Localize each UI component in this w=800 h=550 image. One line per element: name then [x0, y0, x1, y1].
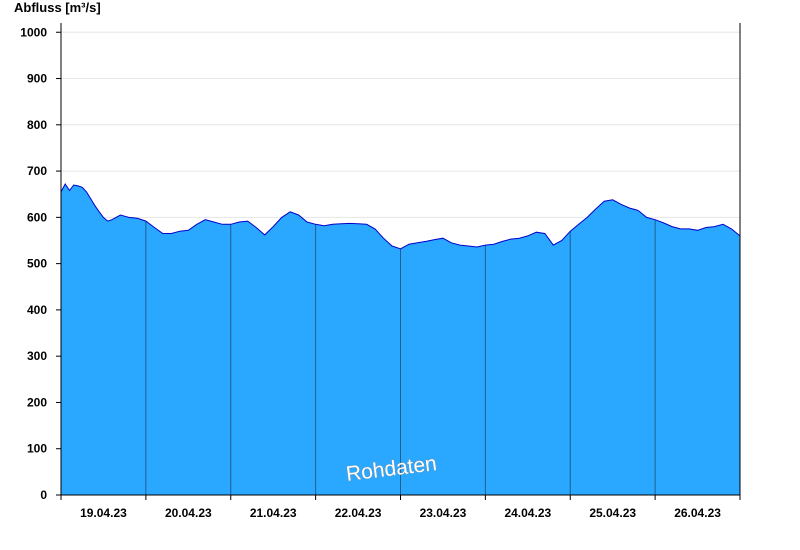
y-tick-label: 100 — [27, 442, 47, 456]
x-tick-label: 20.04.23 — [165, 506, 212, 520]
y-tick-label: 1000 — [20, 25, 47, 39]
y-tick-label: 600 — [27, 210, 47, 224]
x-tick-label: 22.04.23 — [335, 506, 382, 520]
x-tick-label: 24.04.23 — [504, 506, 551, 520]
x-tick-label: 21.04.23 — [250, 506, 297, 520]
x-tick-label: 23.04.23 — [420, 506, 467, 520]
y-tick-label: 400 — [27, 303, 47, 317]
y-tick-label: 700 — [27, 164, 47, 178]
y-tick-label: 300 — [27, 349, 47, 363]
y-tick-label: 500 — [27, 257, 47, 271]
x-tick-label: 25.04.23 — [589, 506, 636, 520]
discharge-line — [60, 183, 741, 250]
x-axis-ticks: 19.04.23 20.04.23 21.04.23 22.04.23 23.04.23… — [60, 495, 741, 520]
y-tick-label: 900 — [27, 72, 47, 86]
x-tick-label: 19.04.23 — [80, 506, 127, 520]
day-separator-lines — [145, 219, 656, 495]
y-axis-ticks: 0 100 200 300 400 500 600 700 800 900 1000 — [20, 25, 61, 502]
y-axis-label: Abfluss [m³/s] — [14, 0, 101, 15]
x-tick-label: 26.04.23 — [674, 506, 721, 520]
y-tick-label: 0 — [40, 488, 47, 502]
y-tick-label: 800 — [27, 118, 47, 132]
y-tick-label: 200 — [27, 395, 47, 409]
